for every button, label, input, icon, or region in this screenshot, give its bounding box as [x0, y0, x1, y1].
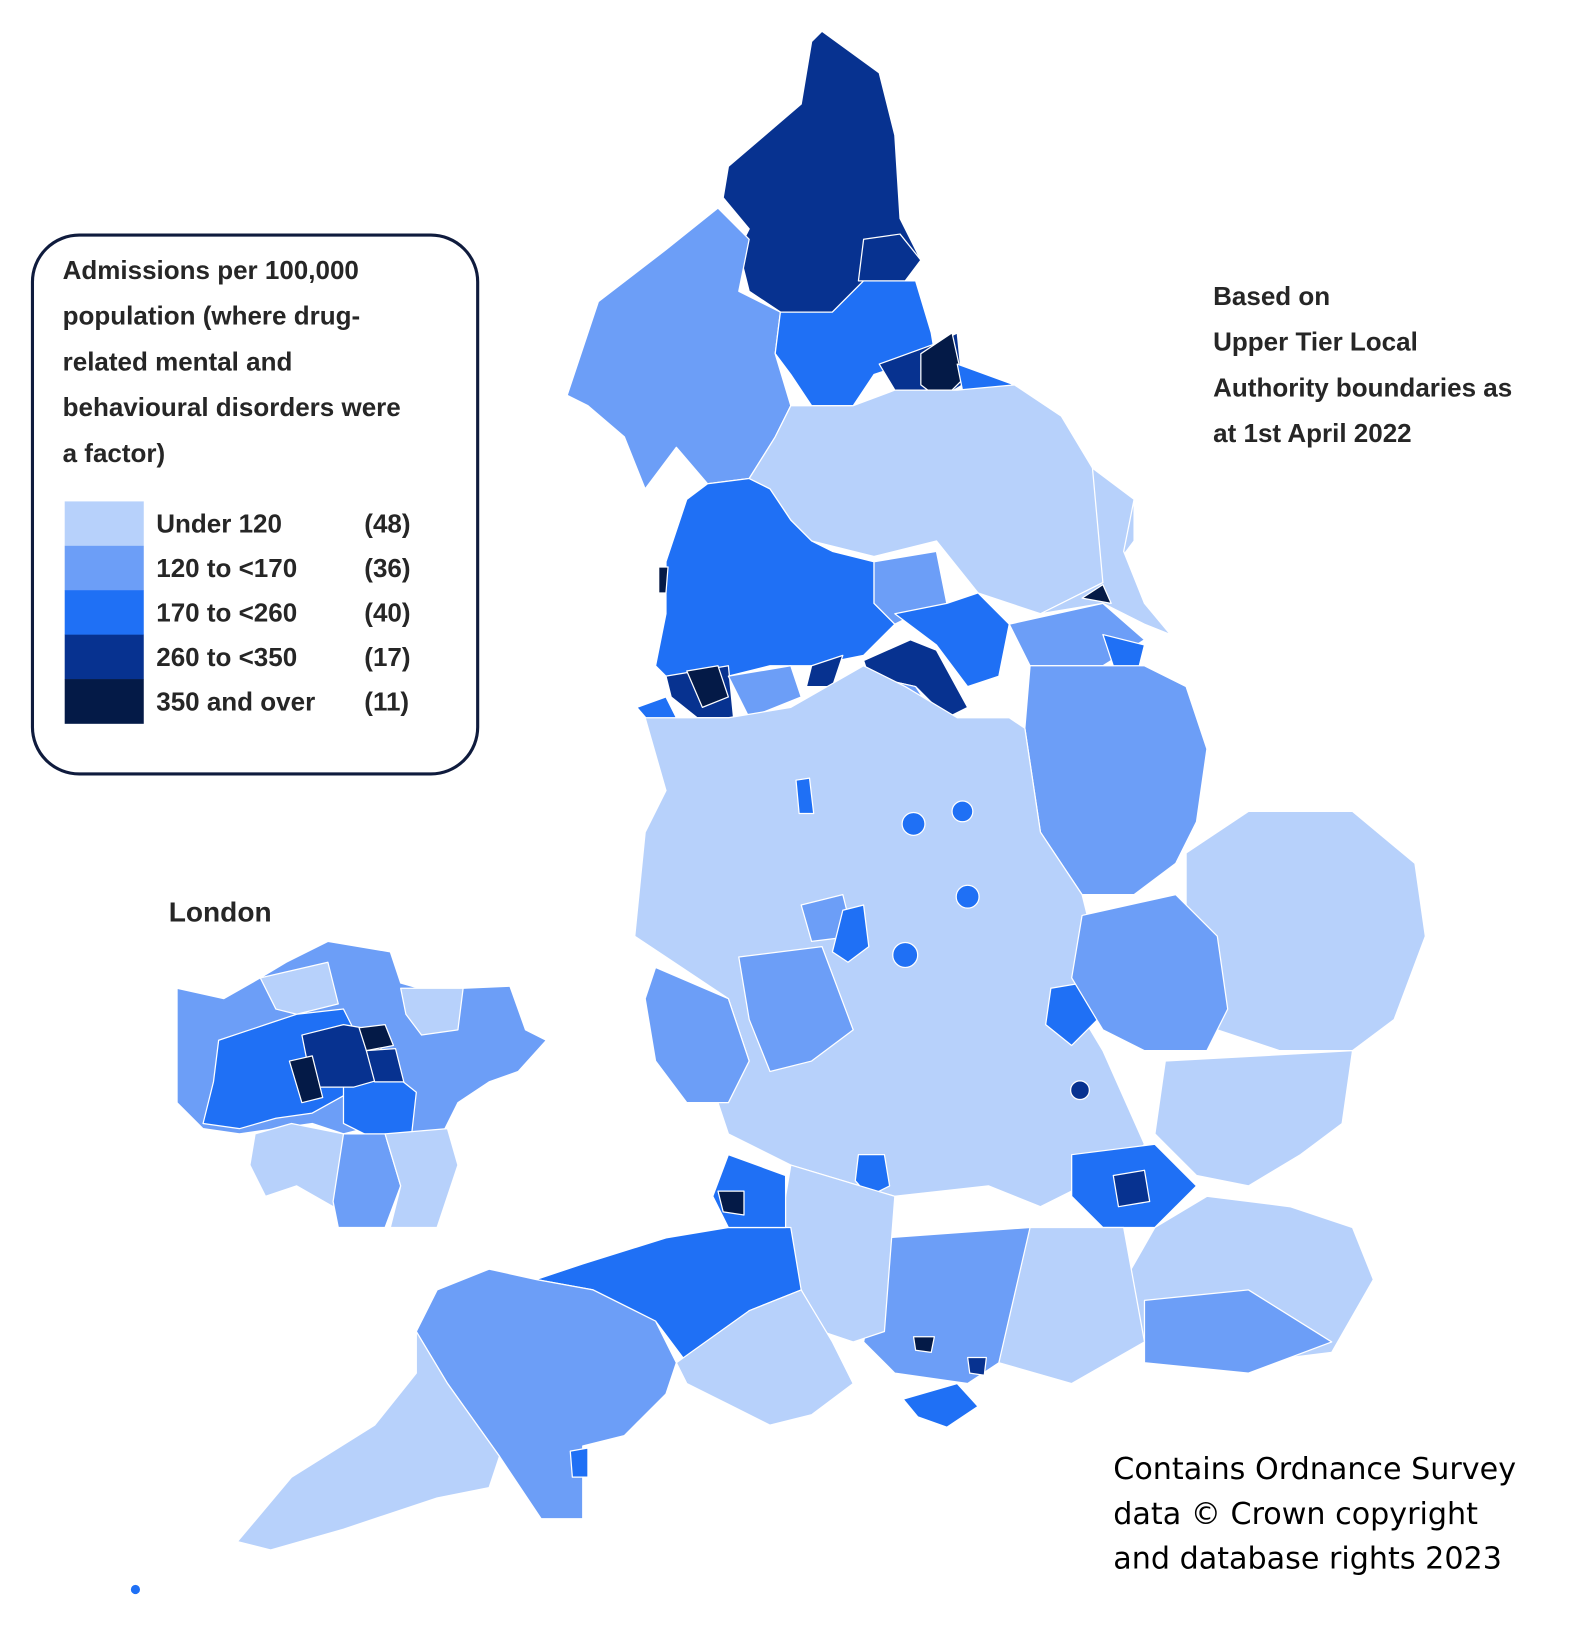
copyright: Contains Ordnance Survey data © Crown cop… — [1113, 1452, 1516, 1576]
legend-label: Under 120 — [156, 509, 282, 539]
note-line: Authority boundaries as — [1213, 372, 1512, 402]
region — [738, 946, 854, 1073]
region — [1081, 583, 1112, 604]
copyright-line: Contains Ordnance Survey — [1113, 1452, 1516, 1487]
region — [358, 1024, 395, 1052]
note: Based on Upper Tier Local Authority bounda… — [1213, 281, 1512, 448]
england-map — [129, 30, 1426, 1596]
legend-title: population (where drug- — [63, 301, 361, 331]
region — [249, 1122, 355, 1208]
region — [236, 1330, 501, 1551]
legend-swatch — [64, 634, 144, 680]
region — [955, 884, 980, 909]
note-line: at 1st April 2022 — [1213, 418, 1411, 448]
legend-count: (36) — [364, 553, 410, 583]
region — [795, 777, 815, 815]
region — [288, 1055, 324, 1104]
legend-count: (48) — [364, 509, 410, 539]
inset-label: London — [169, 897, 272, 928]
legend-label: 120 to <170 — [156, 553, 297, 583]
region — [894, 592, 1010, 688]
region — [831, 904, 870, 963]
region — [259, 961, 339, 1015]
legend-count: (17) — [364, 642, 410, 672]
legend-label: 170 to <260 — [156, 597, 297, 627]
legend-swatch — [64, 501, 144, 547]
region — [912, 1336, 935, 1353]
region — [1143, 1289, 1333, 1374]
region — [1154, 1050, 1354, 1187]
region — [902, 1382, 979, 1428]
legend-title: behavioural disorders were — [63, 392, 401, 422]
region — [686, 665, 730, 708]
region — [1039, 467, 1172, 636]
region — [901, 811, 926, 836]
legend: Admissions per 100,000 population (where … — [63, 255, 411, 724]
note-line: Upper Tier Local — [1213, 327, 1418, 357]
region — [654, 477, 896, 688]
copyright-line: data © Crown copyright — [1113, 1497, 1478, 1532]
region — [717, 1190, 745, 1216]
london-inset — [176, 940, 547, 1229]
region — [569, 1447, 589, 1478]
legend-label: 260 to <350 — [156, 642, 297, 672]
region — [1071, 893, 1229, 1052]
region — [129, 1583, 142, 1596]
region — [967, 1356, 987, 1376]
legend-swatch — [64, 679, 144, 724]
region — [1112, 1169, 1151, 1208]
region — [892, 941, 919, 969]
region — [857, 233, 922, 282]
legend-title: Admissions per 100,000 — [63, 255, 359, 285]
region — [951, 800, 974, 823]
region — [644, 966, 750, 1104]
region — [727, 665, 802, 719]
region — [384, 1128, 459, 1229]
legend-swatch — [64, 545, 144, 591]
note-line: Based on — [1213, 281, 1330, 311]
legend-count: (11) — [364, 686, 409, 716]
region — [400, 987, 464, 1036]
legend-swatch — [64, 590, 144, 635]
legend-label: 350 and over — [156, 686, 315, 716]
region — [365, 1047, 405, 1083]
legend-title: related mental and — [63, 346, 293, 376]
legend-count: (40) — [364, 597, 410, 627]
copyright-line: and database rights 2023 — [1113, 1542, 1502, 1577]
region — [1070, 1080, 1090, 1101]
region — [675, 1289, 854, 1426]
legend-title: a factor) — [63, 438, 166, 468]
region — [658, 566, 669, 594]
